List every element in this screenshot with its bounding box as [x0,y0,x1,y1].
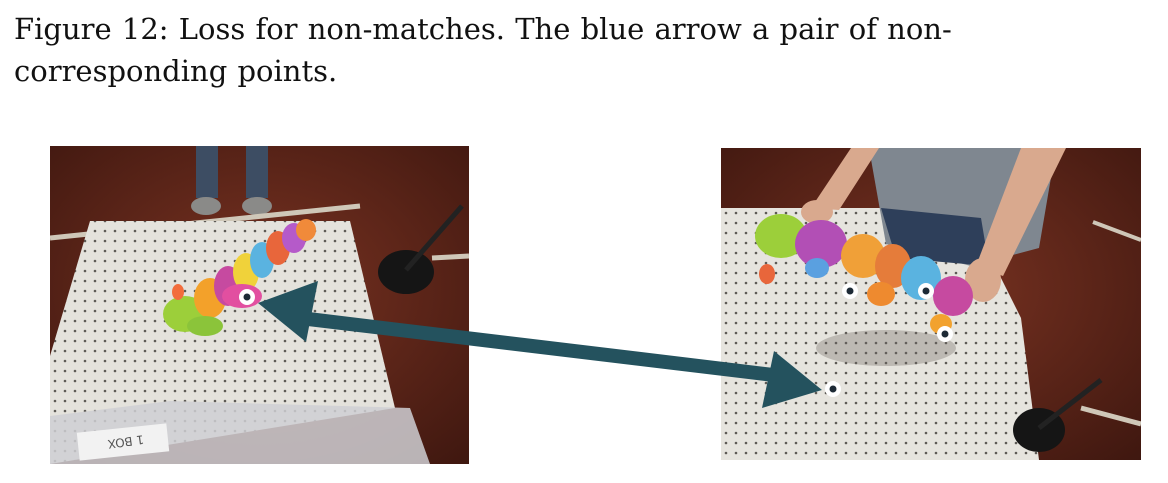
left-photo: 1 BOX [50,146,469,464]
left-photo-illustration: 1 BOX [50,146,469,464]
caption-label: Figure 12: [14,12,169,46]
figure-caption: Figure 12: Loss for non-matches. The blu… [14,8,1164,92]
right-photo-illustration [721,148,1141,460]
caption-text: Loss for non-matches. The blue arrow a p… [14,12,952,88]
box-label: 1 BOX [107,432,145,451]
right-photo [721,148,1141,460]
